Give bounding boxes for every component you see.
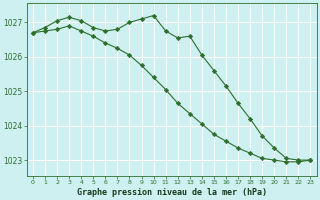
X-axis label: Graphe pression niveau de la mer (hPa): Graphe pression niveau de la mer (hPa) bbox=[77, 188, 267, 197]
